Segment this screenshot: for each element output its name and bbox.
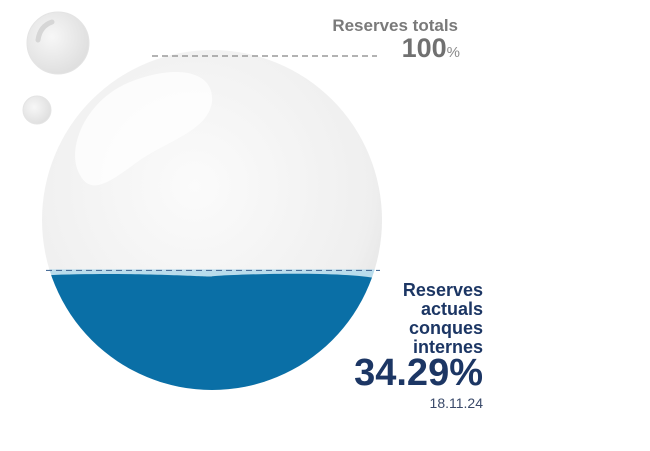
total-reserves-value: 100% [360,32,460,69]
total-reserves-unit: % [446,44,460,61]
current-reserves-label: Reserves actuals conques internes [340,281,483,357]
current-reserves-value: 34.29% [354,352,483,394]
current-label-line: internes [412,337,483,357]
decorative-bubble-large [26,11,90,75]
decorative-bubble-shine [35,19,55,43]
current-label-line: Reserves [402,280,483,300]
decorative-bubble-small [22,95,52,125]
current-reserves-date: 18.11.24 [429,395,483,411]
current-label-line: conques [408,318,483,338]
water-fill [42,273,382,390]
total-reserves-label: Reserves totals [332,16,458,35]
current-label-line: actuals [420,299,483,319]
gauge-highlight [75,71,213,186]
total-reserves-number: 100 [401,33,447,63]
